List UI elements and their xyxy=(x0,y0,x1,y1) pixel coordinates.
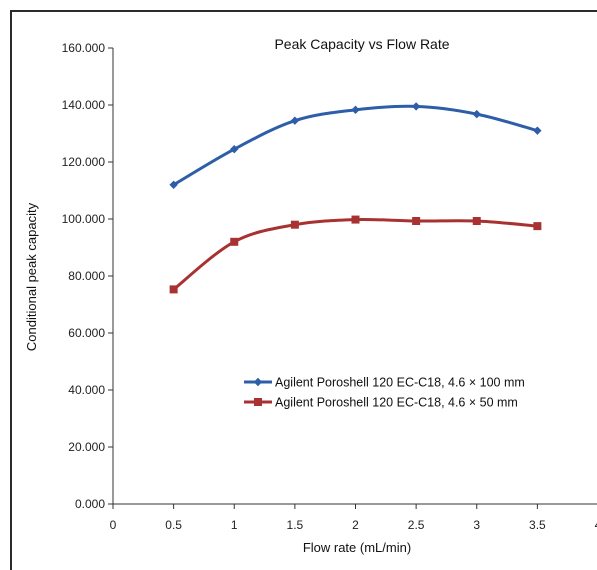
y-axis-title: Conditional peak capacity xyxy=(24,202,39,351)
axes: 0.00020.00040.00060.00080.000100.000120.… xyxy=(62,41,597,532)
x-tick-label: 2 xyxy=(352,518,359,532)
data-point xyxy=(472,109,481,119)
data-point xyxy=(533,126,542,135)
legend: Agilent Poroshell 120 EC-C18, 4.6 × 100 … xyxy=(244,376,525,410)
data-point xyxy=(351,105,360,115)
y-tick-label: 60.000 xyxy=(68,326,105,340)
x-tick-label: 0 xyxy=(110,518,117,532)
series-line xyxy=(172,104,538,187)
legend-marker xyxy=(253,377,263,387)
x-tick-label: 3 xyxy=(473,518,480,532)
series-line xyxy=(172,217,538,291)
x-tick-label: 4 xyxy=(595,518,597,532)
x-tick-label: 1.5 xyxy=(287,518,304,532)
series-1 xyxy=(169,102,542,189)
data-point xyxy=(169,285,178,294)
y-tick-label: 0.000 xyxy=(75,497,105,511)
x-tick-label: 1 xyxy=(231,518,238,532)
data-point xyxy=(533,222,542,231)
x-tick-label: 2.5 xyxy=(408,518,425,532)
data-point xyxy=(230,237,239,246)
legend-marker xyxy=(254,398,262,406)
chart-frame xyxy=(10,10,597,570)
data-point xyxy=(351,215,360,224)
y-tick-label: 20.000 xyxy=(68,440,105,454)
series-2 xyxy=(169,215,542,294)
series-layer xyxy=(169,102,542,294)
chart-title: Peak Capacity vs Flow Rate xyxy=(274,36,449,52)
legend-entry-label: Agilent Poroshell 120 EC-C18, 4.6 × 50 m… xyxy=(275,396,518,410)
data-point xyxy=(290,220,299,229)
y-tick-label: 100.000 xyxy=(62,212,106,226)
x-tick-label: 0.5 xyxy=(165,518,182,532)
y-tick-label: 40.000 xyxy=(68,383,105,397)
y-tick-label: 80.000 xyxy=(68,269,105,283)
y-tick-label: 160.000 xyxy=(62,41,106,55)
data-point xyxy=(472,216,481,225)
x-tick-label: 3.5 xyxy=(529,518,546,532)
data-point xyxy=(412,216,421,225)
data-point xyxy=(169,180,178,189)
legend-entry-label: Agilent Poroshell 120 EC-C18, 4.6 × 100 … xyxy=(275,376,525,390)
data-point xyxy=(411,102,421,111)
data-point xyxy=(290,116,300,125)
data-point xyxy=(230,144,239,154)
x-axis-title: Flow rate (mL/min) xyxy=(303,540,411,555)
y-tick-label: 120.000 xyxy=(62,155,106,169)
y-tick-label: 140.000 xyxy=(62,98,106,112)
